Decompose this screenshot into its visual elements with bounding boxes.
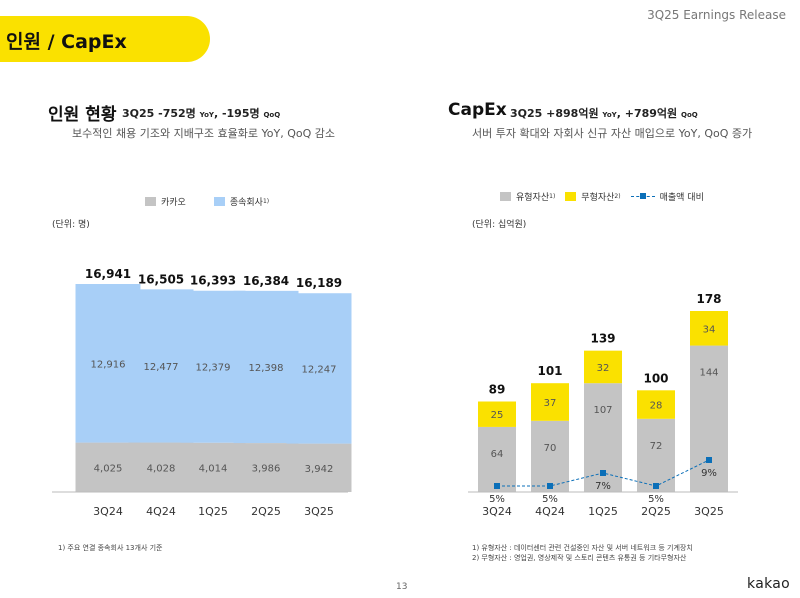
bar-tangible-3q24	[478, 426, 516, 492]
bar-intangible-3q25	[690, 311, 728, 346]
x-tick-label: 1Q25	[588, 505, 618, 518]
ratio-point	[706, 457, 712, 463]
title-banner	[0, 16, 210, 62]
kakao-logo: kakao	[747, 576, 790, 592]
total-label: 16,384	[243, 274, 289, 288]
x-tick-label: 3Q24	[482, 505, 512, 518]
bar-intangible-2q25	[637, 390, 675, 419]
bar-intangible-3q24	[478, 401, 516, 427]
x-tick-label: 1Q25	[198, 505, 228, 518]
ratio-point	[494, 483, 500, 489]
legend-marker-ratio	[630, 192, 655, 202]
ratio-point	[600, 470, 606, 476]
legend-label-subsidiary: 종속회사	[229, 198, 263, 208]
release-label: 3Q25 Earnings Release	[647, 8, 786, 22]
bar-label-subsidiary: 12,916	[91, 359, 126, 370]
bar-label-tangible: 70	[544, 443, 557, 454]
total-label: 16,393	[190, 274, 236, 288]
ratio-point	[547, 483, 553, 489]
ratio-label: 7%	[595, 481, 611, 492]
bar-subsidiary-3q25	[286, 293, 352, 444]
capex-title: CapEx	[448, 100, 507, 120]
page-number: 13	[396, 582, 408, 592]
legend-label-tangible: 유형자산	[516, 193, 550, 203]
footnote-headcount: 1) 주요 연결 종속회사 13개사 기준	[58, 544, 163, 552]
bar-label-tangible: 72	[650, 441, 663, 452]
bar-label-intangible: 32	[597, 363, 610, 374]
bar-label-tangible: 144	[699, 368, 718, 379]
total-label: 100	[643, 371, 668, 385]
ratio-point	[653, 483, 659, 489]
bar-label-kakao: 3,942	[305, 464, 334, 475]
x-tick-label: 3Q25	[694, 505, 724, 518]
bar-label-kakao: 4,025	[94, 463, 123, 474]
bar-label-intangible: 25	[491, 410, 504, 421]
footnote-capex: 1) 유형자산 : 데이터센터 관련 건설중인 자산 및 서버 네트워크 등 기…	[472, 544, 693, 562]
bar-label-kakao: 3,986	[252, 464, 281, 475]
legend-swatch-intangible	[565, 192, 577, 201]
total-label: 16,505	[138, 272, 184, 286]
bar-intangible-1q25	[584, 350, 622, 384]
total-label: 101	[537, 364, 562, 378]
bar-label-subsidiary: 12,477	[144, 362, 179, 373]
x-tick-label: 3Q25	[304, 505, 334, 518]
capex-subtitle: 3Q25 +898억원 YoY, +789억원 QoQ	[510, 107, 698, 120]
legend-swatch-kakao	[145, 197, 156, 206]
bar-label-subsidiary: 12,247	[302, 364, 337, 375]
x-tick-label: 2Q25	[251, 505, 281, 518]
bar-label-tangible: 64	[491, 449, 504, 460]
legend-label-intangible: 무형자산	[581, 193, 615, 203]
headcount-legend: 카카오 종속회사 1)	[145, 195, 269, 208]
total-label: 139	[590, 332, 615, 346]
ratio-label: 5%	[648, 494, 664, 505]
legend-label-ratio: 매출액 대비	[659, 193, 704, 203]
x-tick-label: 2Q25	[641, 505, 671, 518]
headcount-description: 보수적인 채용 기조와 지배구조 효율화로 YoY, QoQ 감소	[72, 127, 336, 140]
capex-unit: (단위: 십억원)	[472, 220, 527, 230]
capex-description: 서버 투자 확대와 자회사 신규 자산 매입으로 YoY, QoQ 증가	[472, 127, 753, 140]
bar-label-intangible: 37	[544, 398, 557, 409]
bar-label-subsidiary: 12,398	[249, 363, 284, 374]
legend-label-kakao: 카카오	[161, 198, 186, 208]
total-label: 16,941	[85, 267, 131, 281]
headcount-subtitle: 3Q25 -752명 YoY, -195명 QoQ	[122, 107, 281, 120]
headcount-title: 인원 현황	[48, 105, 117, 125]
total-label: 16,189	[296, 276, 342, 290]
ratio-label: 5%	[542, 494, 558, 505]
bar-label-intangible: 28	[650, 401, 663, 412]
legend-swatch-tangible	[500, 192, 511, 201]
total-label: 178	[696, 292, 721, 306]
bar-kakao-3q25	[286, 443, 352, 492]
bar-tangible-2q25	[637, 418, 675, 492]
total-label: 89	[489, 383, 506, 397]
bar-intangible-4q24	[531, 383, 569, 421]
legend-swatch-subsidiary	[213, 197, 225, 206]
bar-label-intangible: 34	[703, 324, 716, 335]
bar-label-kakao: 4,014	[199, 463, 228, 474]
x-tick-label: 4Q24	[146, 505, 176, 518]
capex-legend: 유형자산 1) 무형자산 2) 매출액 대비	[500, 190, 704, 203]
bar-label-subsidiary: 12,379	[196, 363, 231, 374]
ratio-label: 5%	[489, 494, 505, 505]
x-tick-label: 4Q24	[535, 505, 565, 518]
x-tick-label: 3Q24	[93, 505, 123, 518]
ratio-label: 9%	[701, 468, 717, 479]
headcount-unit: (단위: 명)	[52, 220, 90, 230]
bar-label-tangible: 107	[593, 405, 612, 416]
bar-label-kakao: 4,028	[147, 463, 176, 474]
page-title: 인원 / CapEx	[6, 31, 127, 53]
bar-tangible-4q24	[531, 420, 569, 492]
bar-tangible-3q25	[690, 345, 728, 492]
